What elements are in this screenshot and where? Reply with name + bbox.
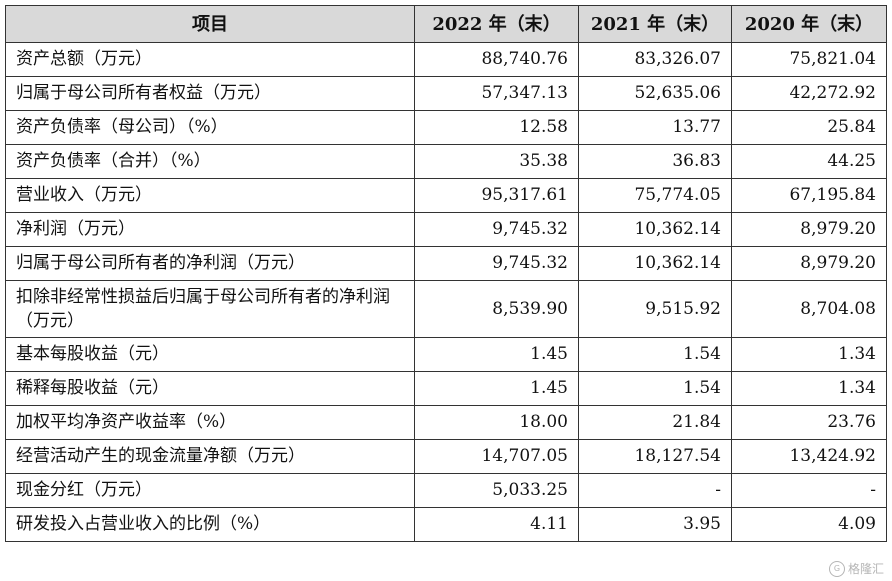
header-2021: 2021 年（末）	[578, 5, 732, 43]
value-2022: 12.58	[414, 110, 579, 145]
table-row: 经营活动产生的现金流量净额（万元） 14,707.05 18,127.54 13…	[5, 439, 887, 474]
row-label: 基本每股收益（元）	[5, 337, 415, 372]
row-label: 研发投入占营业收入的比例（%）	[5, 507, 415, 542]
value-2020: 4.09	[731, 507, 887, 542]
watermark-text: 格隆汇	[847, 562, 884, 576]
table-row: 研发投入占营业收入的比例（%） 4.11 3.95 4.09	[5, 507, 887, 542]
value-2021: 52,635.06	[578, 76, 732, 111]
value-2021: 21.84	[578, 405, 732, 440]
row-label: 资产负债率（母公司）（%）	[5, 110, 415, 145]
header-2020: 2020 年（末）	[731, 5, 887, 43]
value-2020: 8,979.20	[731, 246, 887, 281]
table-row: 资产负债率（合并）（%） 35.38 36.83 44.25	[5, 144, 887, 179]
value-2021: 1.54	[578, 371, 732, 406]
value-2020: 42,272.92	[731, 76, 887, 111]
value-2021: 18,127.54	[578, 439, 732, 474]
header-item: 项目	[5, 5, 415, 43]
table-row: 加权平均净资产收益率（%） 18.00 21.84 23.76	[5, 405, 887, 440]
row-label: 资产总额（万元）	[5, 42, 415, 77]
value-2020: 8,704.08	[731, 280, 887, 338]
value-2020: 44.25	[731, 144, 887, 179]
row-label: 净利润（万元）	[5, 212, 415, 247]
value-2022: 9,745.32	[414, 212, 579, 247]
value-2021: 36.83	[578, 144, 732, 179]
value-2020: 8,979.20	[731, 212, 887, 247]
value-2021: 1.54	[578, 337, 732, 372]
table-row: 净利润（万元） 9,745.32 10,362.14 8,979.20	[5, 212, 887, 247]
watermark-logo-icon: G	[828, 560, 845, 577]
table-row: 基本每股收益（元） 1.45 1.54 1.34	[5, 337, 887, 372]
value-2020: 23.76	[731, 405, 887, 440]
row-label: 营业收入（万元）	[5, 178, 415, 213]
value-2022: 1.45	[414, 337, 579, 372]
value-2022: 4.11	[414, 507, 579, 542]
value-2022: 57,347.13	[414, 76, 579, 111]
table-row: 现金分红（万元） 5,033.25 - -	[5, 473, 887, 508]
value-2020: 75,821.04	[731, 42, 887, 77]
row-label: 稀释每股收益（元）	[5, 371, 415, 406]
financial-summary-table: 项目 2022 年（末） 2021 年（末） 2020 年（末） 资产总额（万元…	[5, 5, 887, 542]
value-2021: 75,774.05	[578, 178, 732, 213]
value-2020: 67,195.84	[731, 178, 887, 213]
table-row: 归属于母公司所有者权益（万元） 57,347.13 52,635.06 42,2…	[5, 76, 887, 111]
watermark: G 格隆汇	[828, 560, 884, 577]
row-label: 现金分红（万元）	[5, 473, 415, 508]
table-row: 扣除非经常性损益后归属于母公司所有者的净利润（万元） 8,539.90 9,51…	[5, 280, 887, 338]
value-2022: 8,539.90	[414, 280, 579, 338]
table-row: 资产总额（万元） 88,740.76 83,326.07 75,821.04	[5, 42, 887, 77]
header-2022: 2022 年（末）	[414, 5, 579, 43]
value-2022: 18.00	[414, 405, 579, 440]
value-2022: 1.45	[414, 371, 579, 406]
table-row: 资产负债率（母公司）（%） 12.58 13.77 25.84	[5, 110, 887, 145]
value-2021: 13.77	[578, 110, 732, 145]
value-2021: -	[578, 473, 732, 508]
value-2020: -	[731, 473, 887, 508]
value-2022: 9,745.32	[414, 246, 579, 281]
table-row: 归属于母公司所有者的净利润（万元） 9,745.32 10,362.14 8,9…	[5, 246, 887, 281]
value-2022: 88,740.76	[414, 42, 579, 77]
value-2021: 83,326.07	[578, 42, 732, 77]
value-2022: 95,317.61	[414, 178, 579, 213]
financial-table-container: 项目 2022 年（末） 2021 年（末） 2020 年（末） 资产总额（万元…	[5, 5, 887, 542]
table-row: 稀释每股收益（元） 1.45 1.54 1.34	[5, 371, 887, 406]
value-2020: 25.84	[731, 110, 887, 145]
value-2020: 13,424.92	[731, 439, 887, 474]
row-label: 加权平均净资产收益率（%）	[5, 405, 415, 440]
value-2021: 3.95	[578, 507, 732, 542]
value-2020: 1.34	[731, 337, 887, 372]
value-2022: 35.38	[414, 144, 579, 179]
row-label: 经营活动产生的现金流量净额（万元）	[5, 439, 415, 474]
value-2022: 14,707.05	[414, 439, 579, 474]
row-label: 归属于母公司所有者权益（万元）	[5, 76, 415, 111]
table-row: 营业收入（万元） 95,317.61 75,774.05 67,195.84	[5, 178, 887, 213]
value-2021: 10,362.14	[578, 212, 732, 247]
row-label: 资产负债率（合并）（%）	[5, 144, 415, 179]
value-2022: 5,033.25	[414, 473, 579, 508]
row-label: 扣除非经常性损益后归属于母公司所有者的净利润（万元）	[5, 280, 415, 338]
table-header-row: 项目 2022 年（末） 2021 年（末） 2020 年（末）	[5, 5, 887, 43]
value-2021: 9,515.92	[578, 280, 732, 338]
value-2021: 10,362.14	[578, 246, 732, 281]
row-label: 归属于母公司所有者的净利润（万元）	[5, 246, 415, 281]
value-2020: 1.34	[731, 371, 887, 406]
